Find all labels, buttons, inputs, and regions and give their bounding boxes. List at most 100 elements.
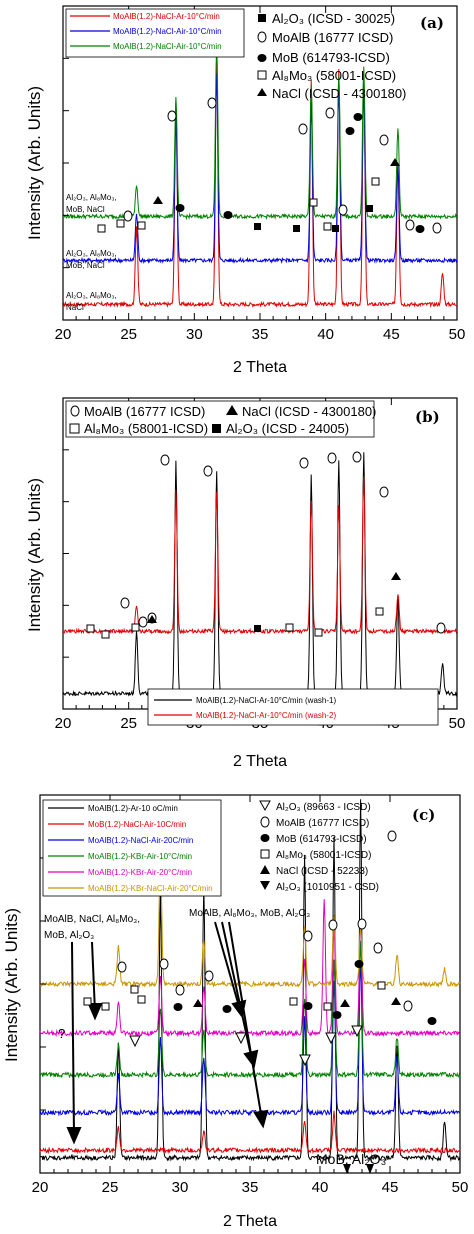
x-tick-label: 50 <box>449 326 466 343</box>
trace-label-a-2: MoB, NaCl <box>66 205 105 214</box>
peak-marker-b <box>147 615 157 623</box>
peak-marker-a <box>325 107 335 119</box>
peak-marker-a <box>207 97 217 109</box>
arrowhead <box>66 1127 82 1145</box>
series-line-a-1 <box>62 52 457 308</box>
x-tick-label: 30 <box>172 1179 189 1196</box>
peak-marker-b <box>314 628 323 637</box>
filled-square-marker-b <box>212 424 221 433</box>
phase-a-4: Al₈Mo₃ (58001-ICSD) <box>272 68 396 83</box>
peak-marker-c <box>235 1032 247 1045</box>
series-line-c-1 <box>39 799 461 1162</box>
x-axis-label-a: 2 Theta <box>233 359 287 376</box>
peak-marker-a <box>137 221 146 230</box>
trace-group-c <box>39 799 461 1162</box>
peak-marker-c <box>332 1011 342 1019</box>
legend-a <box>65 8 245 58</box>
annotation-c-5: MoB, Al₂O₃ <box>316 1151 386 1167</box>
legend-b <box>147 688 439 726</box>
peak-marker-a <box>293 225 300 232</box>
peak-marker-a <box>432 222 442 234</box>
arrowhead <box>87 1003 103 1021</box>
peak-marker-b <box>203 465 213 477</box>
peak-marker-c <box>303 930 313 942</box>
x-tick-label: 35 <box>252 326 269 343</box>
open-square-marker-b <box>69 423 80 434</box>
phase-b-2: NaCl (ICSD - 4300180) <box>242 404 376 419</box>
peak-marker-b <box>379 486 389 498</box>
peak-marker-c <box>175 984 185 996</box>
peak-marker-c <box>354 960 364 968</box>
phase-c-3: MoB (614793-ICSD) <box>276 834 367 845</box>
x-tick-label: 45 <box>382 1179 399 1196</box>
peak-marker-c <box>303 1002 313 1010</box>
annotation-c-4: ? <box>58 1026 65 1041</box>
x-tick-label: 20 <box>32 1179 49 1196</box>
peak-marker-a <box>309 198 318 207</box>
arrow <box>221 921 253 1061</box>
peak-marker-c <box>391 997 401 1005</box>
peak-marker-a <box>175 204 185 212</box>
series-line-c-4 <box>39 940 461 1079</box>
open-circle-marker-c <box>260 816 270 828</box>
trace-label-a-5: Al₂O₃, Al₈Mo₃, <box>66 291 117 300</box>
x-tick-label: 40 <box>317 326 334 343</box>
series-line-c-6 <box>39 853 461 989</box>
panel-c: 20 25 30 35 40 45 50 2 Theta Intensity (Arb. U… <box>2 794 468 1230</box>
x-tick-label: 20 <box>55 326 72 343</box>
peak-marker-b <box>160 454 170 466</box>
peak-marker-a <box>345 127 355 135</box>
arrow <box>228 921 263 1121</box>
series-line-b-2 <box>62 476 458 635</box>
peak-marker-a <box>405 219 415 231</box>
filled-triangle-marker-c <box>260 865 270 874</box>
peak-marker-a <box>254 223 261 230</box>
phase-a-5: NaCl (ICSD - 4300180) <box>272 86 406 101</box>
peak-marker-a <box>153 196 163 204</box>
peak-marker-b <box>352 451 362 463</box>
peak-marker-c <box>129 1035 141 1048</box>
legend-c <box>42 799 222 897</box>
arrow-group-c <box>66 921 269 1145</box>
peak-marker-c <box>137 995 146 1004</box>
peak-marker-a <box>123 210 133 222</box>
peak-marker-b <box>138 616 148 628</box>
peak-marker-c <box>173 1003 183 1011</box>
peak-marker-c <box>357 918 367 930</box>
x-axis-label-c: 2 Theta <box>223 1213 277 1230</box>
arrow <box>91 941 96 1013</box>
x-tick-label: 35 <box>242 1179 259 1196</box>
peak-marker-c <box>373 942 383 954</box>
filled-circle-marker-c <box>260 834 270 842</box>
peak-marker-c <box>193 999 203 1007</box>
series-line-c-2 <box>39 1110 461 1155</box>
annotation-c-1: MoAlB, NaCl, Al₈Mo₃, <box>44 914 140 925</box>
x-tick-label: 20 <box>55 715 72 732</box>
peak-marker-c <box>117 961 127 973</box>
legend-entry-b-2: MoAlB(1.2)-NaCl-Ar-10°C/min (wash-2) <box>196 711 336 720</box>
x-ticks-c: 20 25 30 35 40 45 50 <box>32 795 468 1196</box>
peak-marker-b <box>391 572 401 580</box>
peak-marker-a <box>353 113 363 121</box>
peak-marker-c <box>222 1005 232 1013</box>
peak-marker-a <box>97 224 106 233</box>
trace-label-a-3: Al₂O₃, Al₈Mo₃, <box>66 249 117 258</box>
phase-c-1: Al₂O₃ (89663 - ICSD) <box>276 802 371 813</box>
peak-marker-c <box>289 997 298 1006</box>
peak-marker-c <box>204 970 214 982</box>
peak-marker-c <box>366 1164 374 1174</box>
legend-entry-c-4: MoAlB(1.2)-KBr-Air-10°C/min <box>88 852 192 861</box>
peak-marker-a <box>323 222 332 231</box>
trace-group-a <box>62 43 458 308</box>
open-circle-marker-b <box>70 405 80 417</box>
arrow <box>71 941 75 1137</box>
peak-marker-c <box>83 997 92 1006</box>
series-line-a-3 <box>62 43 458 221</box>
phase-b-4: Al₂O₃ (ICSD - 24005) <box>226 421 349 436</box>
y-axis-label-a: Intensity (Arb. Units) <box>25 86 44 240</box>
peak-marker-a <box>223 211 233 219</box>
open-square-marker-c <box>260 849 270 859</box>
